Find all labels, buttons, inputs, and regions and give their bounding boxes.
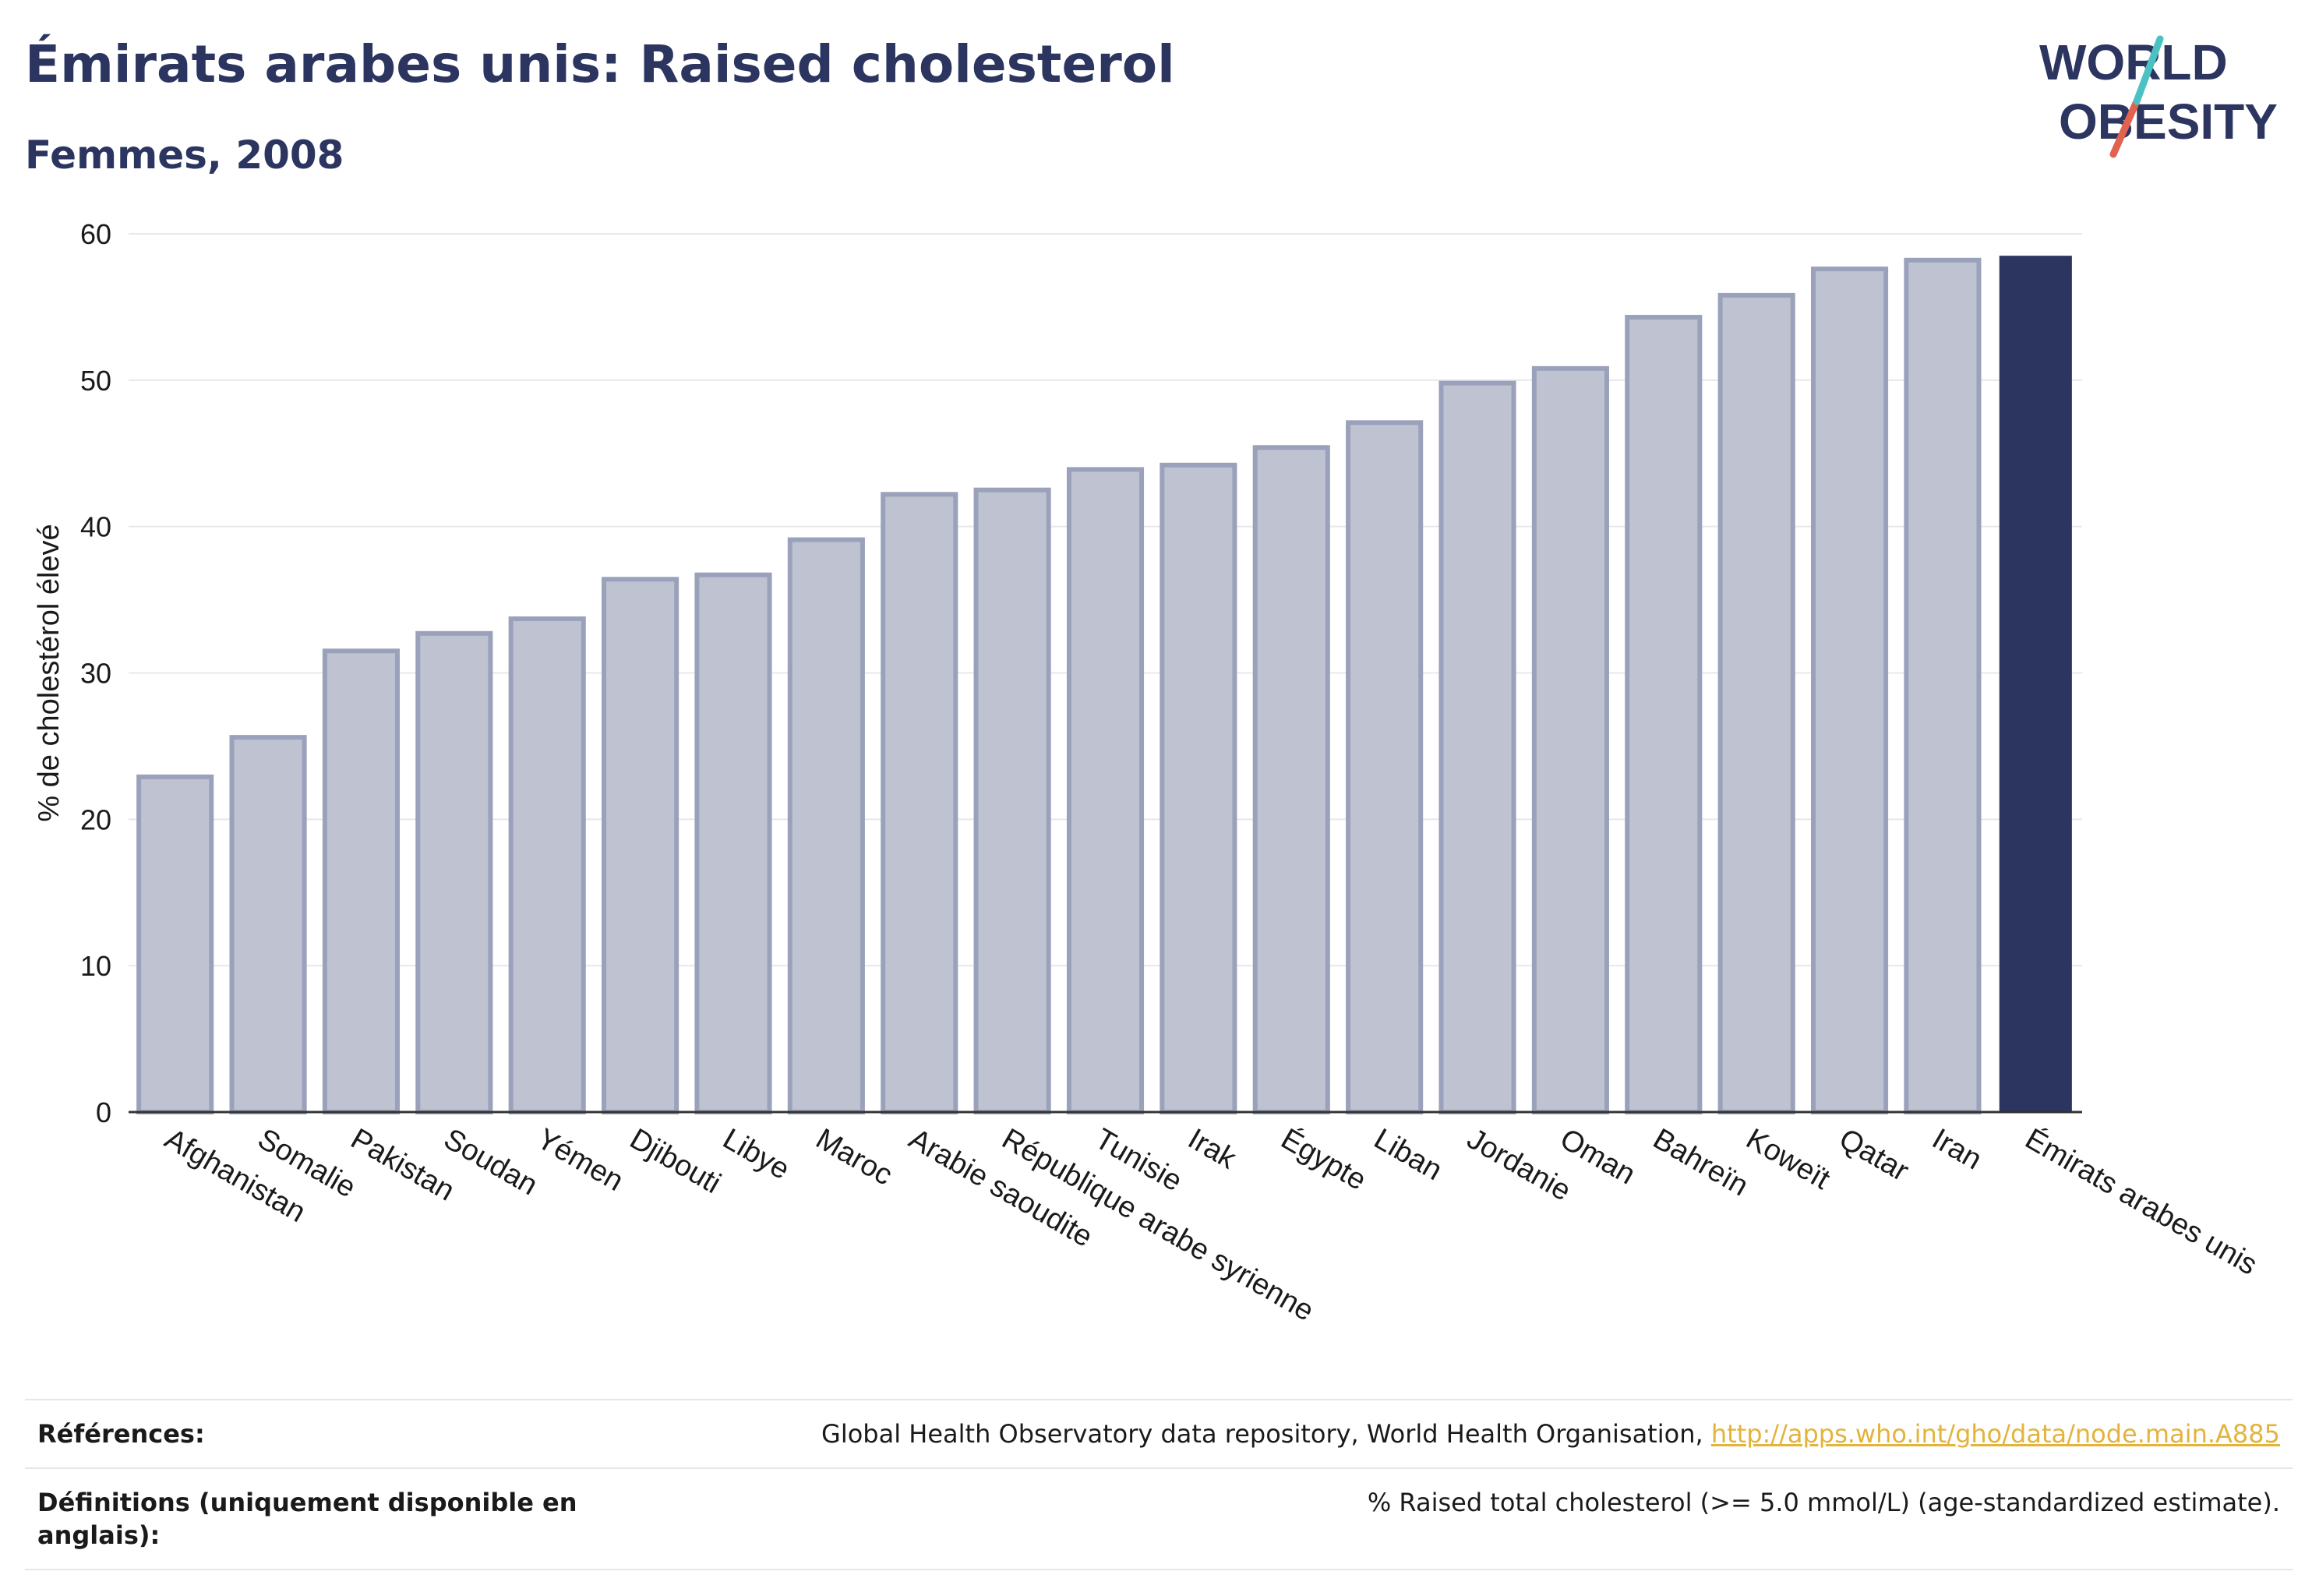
y-tick-label: 20 <box>80 803 111 835</box>
x-tick-label: Irak <box>1182 1122 1242 1176</box>
bar <box>1066 467 1145 1114</box>
x-tick-label: Égypte <box>1276 1122 1372 1197</box>
bar <box>602 577 679 1114</box>
y-tick-label: 50 <box>80 365 111 397</box>
bar <box>973 487 1051 1114</box>
bar <box>508 616 586 1114</box>
references-table: Références: Global Health Observatory da… <box>25 1399 2293 1570</box>
x-tick-label: Bahreïn <box>1647 1122 1753 1202</box>
x-tick-label: Jordanie <box>1462 1122 1576 1207</box>
x-tick-label: Liban <box>1368 1122 1448 1187</box>
bar <box>229 735 307 1114</box>
x-tick-label: Soudan <box>438 1122 542 1202</box>
x-tick-label: Libye <box>717 1122 795 1186</box>
bar <box>1160 462 1237 1114</box>
x-tick-label: Iran <box>1926 1122 1987 1176</box>
x-tick-label: Maroc <box>810 1122 898 1192</box>
bar <box>1625 315 1703 1114</box>
x-tick-label: Qatar <box>1834 1122 1915 1188</box>
bar <box>881 492 958 1114</box>
x-tick-label: Yémen <box>531 1122 629 1198</box>
x-tick-label: Djibouti <box>624 1122 726 1200</box>
definitions-value: % Raised total cholesterol (>= 5.0 mmol/… <box>1367 1488 2280 1517</box>
bar <box>1531 365 1609 1115</box>
references-text: Global Health Observatory data repositor… <box>821 1419 1711 1449</box>
y-tick-label: 0 <box>96 1096 111 1128</box>
bar <box>787 537 865 1114</box>
bar <box>1252 445 1330 1114</box>
x-tick-label: Pakistan <box>345 1122 460 1207</box>
x-tick-label: Émirats arabes unis <box>2020 1122 2263 1282</box>
references-label: Références: <box>37 1419 205 1449</box>
references-value: Global Health Observatory data repositor… <box>821 1418 2280 1450</box>
y-axis-title: % de cholestérol élevé <box>33 524 65 821</box>
logo-line2: OBESITY <box>2059 94 2278 150</box>
definitions-label: Définitions (uniquement disponible en an… <box>37 1488 577 1550</box>
y-tick-label: 30 <box>80 658 111 690</box>
bar <box>1717 292 1795 1114</box>
logo-slash-red <box>2109 97 2141 158</box>
bar <box>322 648 401 1114</box>
world-obesity-logo: WORLD OBESITY <box>2039 34 2278 158</box>
definitions-row: Définitions (uniquement disponible en an… <box>25 1467 2293 1570</box>
bar <box>1346 420 1424 1114</box>
page-subtitle: Femmes, 2008 <box>25 132 344 178</box>
logo-slash-teal <box>2133 35 2164 105</box>
references-link[interactable]: http://apps.who.int/gho/data/node.main.A… <box>1710 1419 2280 1449</box>
page-title: Émirats arabes unis: Raised cholesterol <box>25 34 1175 94</box>
bar <box>1999 256 2072 1112</box>
bar <box>1810 267 1889 1115</box>
x-tick-label: Koweït <box>1741 1122 1836 1196</box>
bar <box>1904 257 1982 1114</box>
y-tick-label: 40 <box>80 511 111 543</box>
logo-line1: WORLD <box>2039 34 2228 90</box>
references-row: Références: Global Health Observatory da… <box>25 1399 2293 1467</box>
y-tick-label: 10 <box>80 950 111 982</box>
y-tick-label: 60 <box>80 218 111 250</box>
bar <box>694 572 772 1114</box>
bar <box>136 774 214 1115</box>
bar <box>415 630 493 1114</box>
bar <box>1438 380 1516 1114</box>
